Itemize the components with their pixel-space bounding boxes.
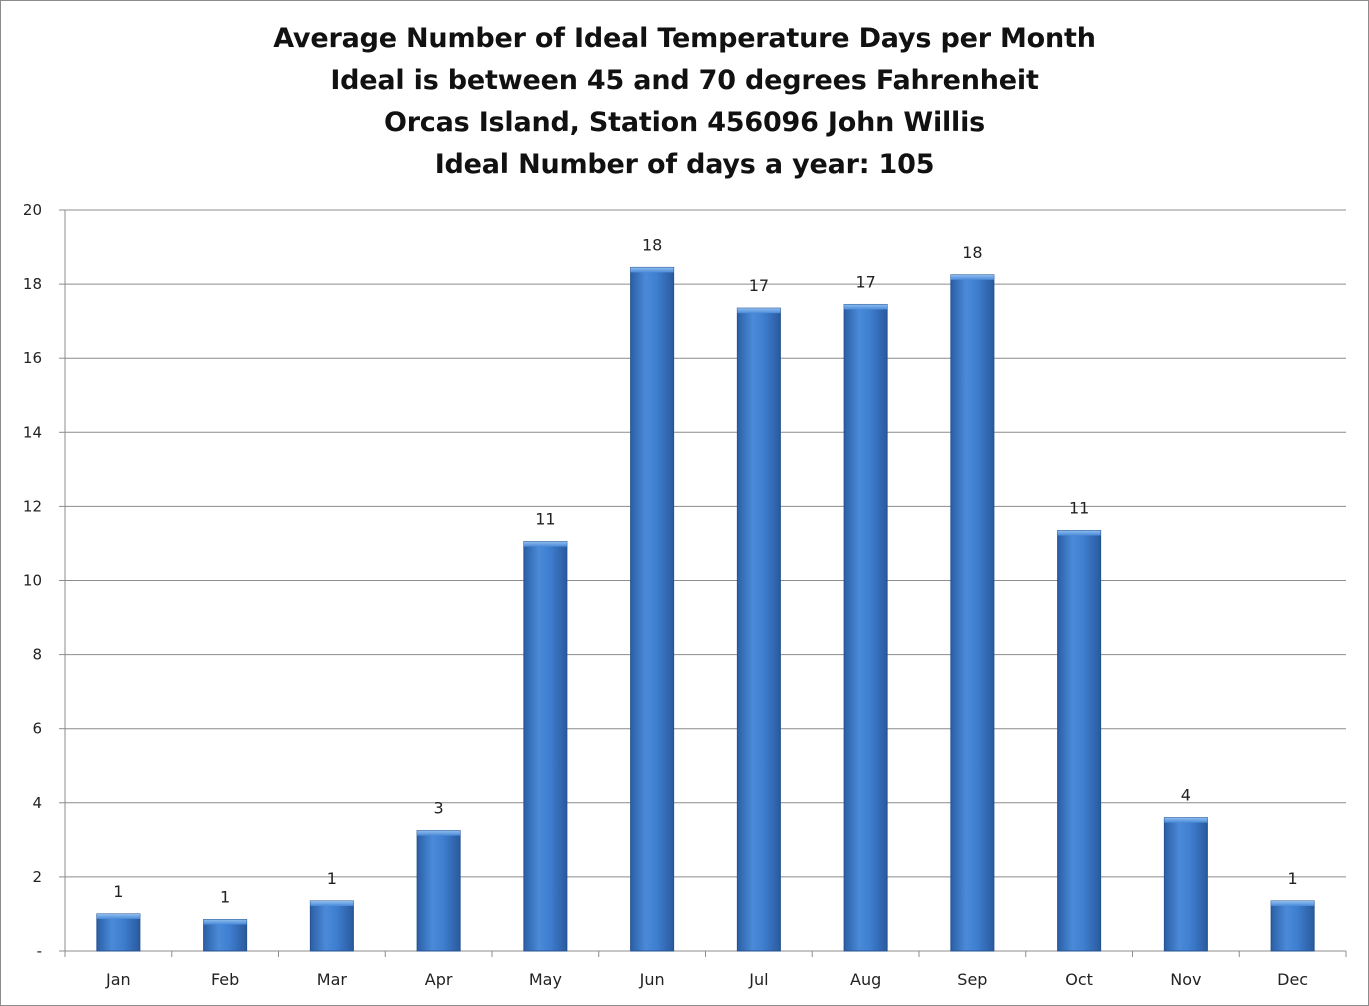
- bar-body: [843, 303, 888, 952]
- y-tick-label: 6: [32, 720, 42, 738]
- data-label-dec: 1: [1288, 869, 1298, 888]
- bar-body: [630, 266, 675, 952]
- bar-mar: [309, 900, 354, 952]
- x-label-mar: Mar: [317, 970, 348, 989]
- bar-jan: [96, 913, 141, 952]
- bar-cap: [737, 308, 781, 314]
- bar-jun: [630, 266, 675, 952]
- bar-body: [309, 900, 354, 952]
- title-line-2: Ideal is between 45 and 70 degrees Fahre…: [330, 65, 1039, 96]
- x-label-sep: Sep: [957, 970, 987, 989]
- bar-body: [1163, 817, 1208, 952]
- bar-nov: [1163, 817, 1208, 952]
- y-axis-ticks: - 2 4 6 8 10 12 14 16 18 20: [23, 201, 42, 960]
- bar-jul: [736, 307, 781, 952]
- y-tick-label: 2: [32, 868, 42, 886]
- bar-cap: [96, 913, 140, 919]
- data-label-feb: 1: [220, 888, 230, 907]
- bar-body: [523, 541, 568, 952]
- y-tick-label: 18: [23, 275, 42, 293]
- bar-apr: [416, 830, 461, 952]
- bar-cap: [417, 830, 461, 836]
- y-tick-label: 12: [23, 497, 42, 515]
- data-label-sep: 18: [962, 243, 982, 262]
- y-tick-label: -: [37, 942, 42, 960]
- bars: [96, 266, 1315, 952]
- bar-feb: [203, 919, 248, 952]
- data-label-mar: 1: [327, 869, 337, 888]
- bar-cap: [1164, 817, 1208, 823]
- bar-body: [736, 307, 781, 952]
- data-label-apr: 3: [434, 799, 444, 818]
- data-label-jun: 18: [642, 235, 662, 254]
- bar-cap: [203, 919, 247, 925]
- bar-body: [1270, 900, 1315, 952]
- bar-may: [523, 541, 568, 952]
- x-label-apr: Apr: [425, 970, 453, 989]
- x-label-jun: Jun: [639, 970, 665, 989]
- data-label-jan: 1: [113, 882, 123, 901]
- y-tick-label: 20: [23, 201, 42, 219]
- data-label-may: 11: [535, 510, 555, 529]
- bar-body: [1057, 529, 1102, 952]
- chart-title: Average Number of Ideal Temperature Days…: [0, 18, 1369, 186]
- title-line-1: Average Number of Ideal Temperature Days…: [273, 23, 1096, 54]
- bar-body: [96, 913, 141, 952]
- bar-cap: [523, 541, 567, 547]
- x-label-nov: Nov: [1170, 970, 1201, 989]
- bar-cap: [1271, 900, 1315, 906]
- x-label-oct: Oct: [1065, 970, 1093, 989]
- bar-oct: [1057, 529, 1102, 952]
- bar-body: [950, 274, 995, 952]
- x-label-jan: Jan: [105, 970, 131, 989]
- bar-aug: [843, 303, 888, 952]
- bar-cap: [950, 274, 994, 280]
- bar-cap: [310, 900, 354, 906]
- y-tick-label: 8: [32, 646, 42, 664]
- bar-cap: [630, 267, 674, 273]
- bar-sep: [950, 274, 995, 952]
- data-label-nov: 4: [1181, 786, 1191, 805]
- x-label-jul: Jul: [748, 970, 768, 989]
- data-label-jul: 17: [749, 276, 769, 295]
- y-tick-label: 4: [32, 794, 42, 812]
- title-line-4: Ideal Number of days a year: 105: [434, 149, 935, 180]
- y-tick-label: 10: [23, 572, 42, 590]
- x-label-aug: Aug: [850, 970, 881, 989]
- bar-cap: [1057, 530, 1101, 536]
- x-label-feb: Feb: [211, 970, 239, 989]
- y-tick-label: 14: [23, 423, 42, 441]
- y-tick-label: 16: [23, 349, 42, 367]
- data-label-aug: 17: [855, 272, 875, 291]
- bar-dec: [1270, 900, 1315, 952]
- title-line-3: Orcas Island, Station 456096 John Willis: [383, 107, 986, 138]
- bar-cap: [844, 304, 888, 310]
- gridlines: [59, 209, 1347, 957]
- x-label-may: May: [529, 970, 562, 989]
- bar-body: [416, 830, 461, 952]
- data-label-oct: 11: [1069, 498, 1089, 517]
- x-label-dec: Dec: [1277, 970, 1308, 989]
- x-axis-labels: Jan Feb Mar Apr May Jun Jul Aug Sep Oct Nov Dec: [105, 970, 1308, 989]
